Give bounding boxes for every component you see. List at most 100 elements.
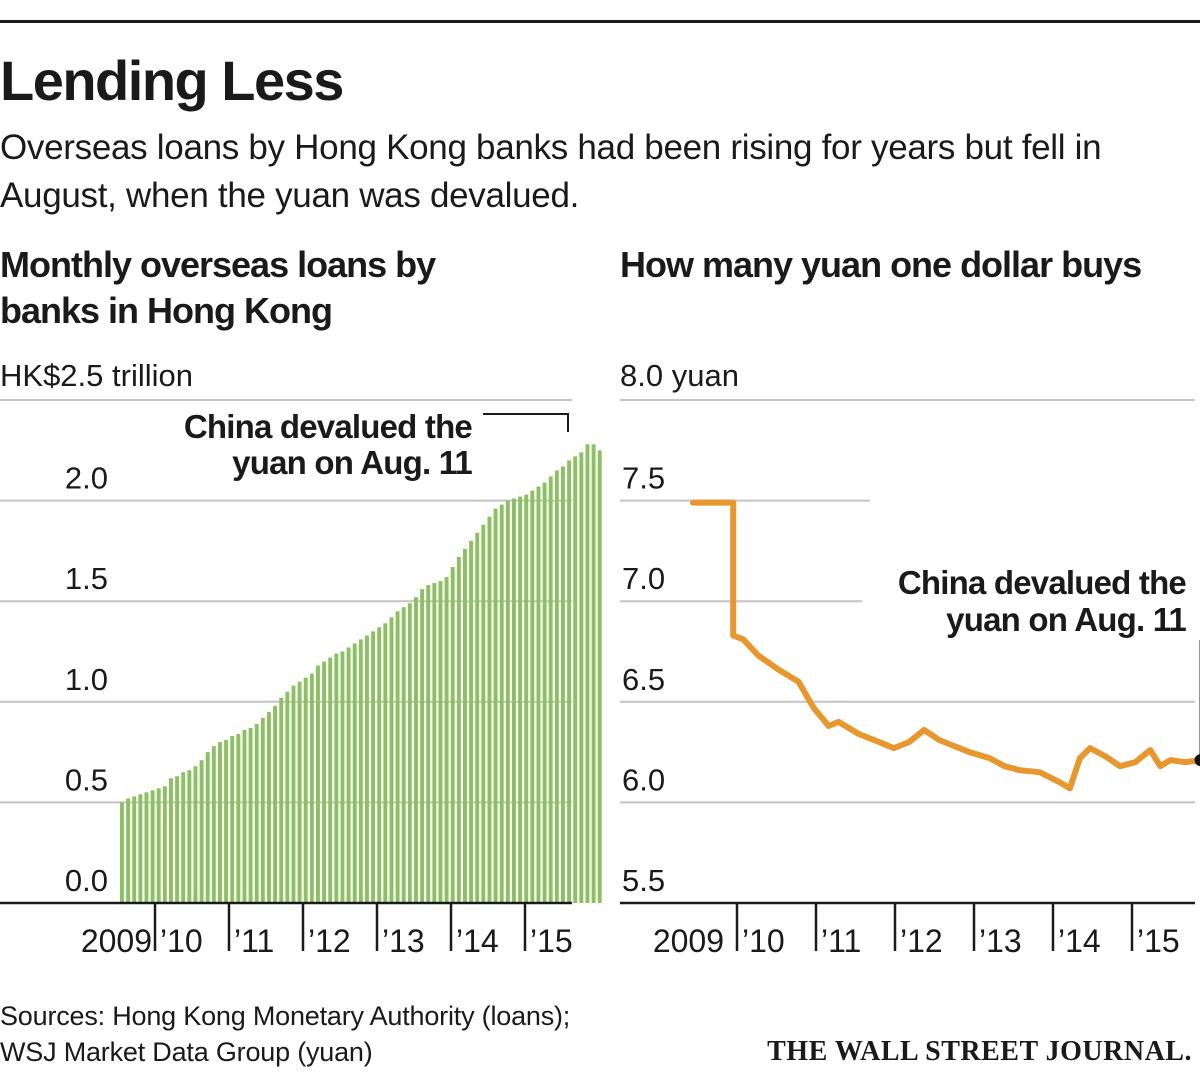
sources-note: Sources: Hong Kong Monetary Authority (l… [0, 998, 570, 1070]
loan-bar [401, 607, 406, 903]
loan-bar [297, 681, 302, 903]
loan-bar [181, 772, 186, 903]
y-tick-label: 6.0 [622, 762, 665, 797]
loan-bar [407, 603, 412, 903]
loan-bar [542, 482, 547, 903]
loan-bar [267, 711, 271, 903]
loan-bar [444, 577, 449, 903]
loan-bar [230, 736, 235, 903]
loan-bar [475, 532, 480, 903]
loan-bar [499, 504, 504, 903]
x-tick-label: ’13 [382, 923, 425, 959]
unit-label: 8.0 yuan [620, 358, 739, 393]
loan-bar [205, 752, 210, 903]
left-panel-title: Monthly overseas loans by banks in Hong … [0, 244, 436, 331]
loan-bar [303, 677, 308, 903]
x-tick-label: ’14 [1058, 923, 1101, 959]
charts-canvas: HK$2.5 trillion2.01.51.00.50.02009’10’11… [0, 358, 1200, 959]
loan-bar [242, 729, 247, 903]
loan-bar [395, 611, 400, 903]
annotation-text: China devalued the [898, 564, 1187, 601]
sources-line: WSJ Market Data Group (yuan) [0, 1037, 373, 1067]
x-tick-label: ’10 [742, 923, 785, 959]
annotation-leader [483, 413, 569, 432]
x-tick-label: ’15 [530, 923, 573, 959]
y-tick-label: 0.5 [65, 762, 108, 797]
loan-bar [138, 794, 143, 903]
loans-bar-chart: HK$2.5 trillion 2.0 1.5 1.0 0.5 0.0 2009’10 ’11… [0, 358, 602, 959]
loan-bar [309, 673, 314, 903]
loan-bar [456, 556, 461, 903]
loan-bar [322, 661, 327, 903]
x-tick-label: ’12 [900, 923, 943, 959]
loan-bar [162, 786, 167, 903]
loan-bar [487, 516, 492, 903]
y-tick-label: 7.5 [622, 461, 665, 496]
loan-bar [426, 585, 431, 903]
loan-bar [358, 639, 363, 903]
x-tick-label: ’12 [308, 923, 351, 959]
loan-bar [414, 597, 418, 903]
loan-bar [518, 496, 523, 903]
x-tick-label: 2009 [653, 923, 724, 959]
loan-bar [211, 746, 216, 903]
x-tick-label: ’13 [979, 923, 1022, 959]
yuan-line-chart: 8.0 yuan 7.5 7.0 6.5 6.0 5.5 2009 ’10 ’11 ’12 ’13 ’… [620, 358, 1200, 959]
loan-bar [285, 691, 290, 903]
loan-bar [248, 727, 253, 903]
loan-bar [273, 705, 278, 903]
loan-bar [420, 589, 425, 903]
loan-bar [316, 665, 320, 903]
devaluation-marker [1194, 754, 1200, 767]
loan-bar [481, 524, 486, 903]
loan-bar [199, 760, 204, 903]
x-tick-label: 2009 [81, 923, 152, 959]
loan-bar [469, 540, 474, 903]
y-tick-label: 7.0 [622, 561, 665, 596]
loan-bar [328, 657, 333, 903]
loan-bar [548, 476, 553, 903]
loan-bar [334, 653, 339, 903]
loan-bar [218, 742, 222, 903]
loan-bar [573, 456, 578, 903]
x-tick-label: ’15 [1137, 923, 1180, 959]
loan-bar [371, 631, 376, 903]
exchange-rate-line [690, 499, 1200, 792]
y-tick-label: 0.0 [65, 863, 108, 898]
loan-bar [579, 452, 584, 903]
y-tick-label: 5.5 [622, 863, 665, 898]
loan-bar [383, 623, 388, 903]
unit-label: HK$2.5 trillion [0, 358, 193, 393]
loan-bar [144, 792, 149, 903]
loan-bar [340, 651, 345, 903]
loan-bar [187, 770, 192, 903]
loan-bar [156, 788, 161, 903]
graphic-subtitle: Overseas loans by Hong Kong banks had be… [0, 128, 1102, 215]
y-tick-label: 2.0 [65, 461, 108, 496]
loan-bar [597, 450, 602, 903]
loan-bar [554, 470, 559, 903]
loan-bar [260, 717, 265, 903]
right-panel-title: How many yuan one dollar buys [620, 244, 1142, 285]
loan-bar [432, 583, 437, 903]
loan-bar [254, 723, 259, 903]
loan-bar [365, 635, 369, 903]
loan-bar [175, 776, 180, 903]
loan-bar [150, 790, 155, 903]
x-tick-label: ’10 [160, 923, 203, 959]
loan-bar [389, 617, 394, 903]
loan-bar [493, 508, 498, 903]
sources-line: Sources: Hong Kong Monetary Authority (l… [0, 1001, 571, 1031]
loan-bar [279, 697, 284, 903]
annotation-text: China devalued the [184, 408, 473, 445]
y-tick-label: 1.0 [65, 662, 108, 697]
annotation-text: yuan on Aug. 11 [946, 601, 1186, 638]
loan-bar [591, 444, 596, 903]
annotation-text: yuan on Aug. 11 [232, 444, 472, 481]
loan-bar [567, 460, 572, 903]
loan-bar [193, 766, 198, 903]
loan-bar [561, 466, 565, 903]
loan-bar [524, 494, 529, 903]
loan-bar [530, 490, 535, 903]
loan-bar [120, 802, 124, 903]
